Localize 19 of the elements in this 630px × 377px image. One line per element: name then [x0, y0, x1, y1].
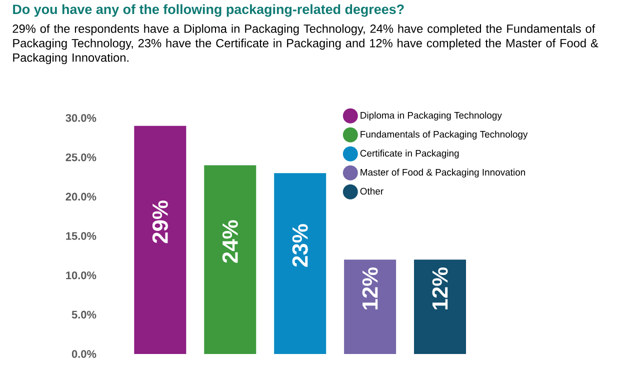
data-label: 24% [222, 220, 238, 263]
data-label: 12% [432, 267, 448, 310]
data-label: 23% [292, 224, 308, 267]
y-tick-label: 25.0% [66, 153, 96, 162]
data-label: 29% [152, 200, 168, 244]
data-label: 12% [362, 267, 378, 310]
y-tick-label: 15.0% [66, 232, 96, 240]
legend-label: Other [360, 188, 384, 195]
chart-subtitle: 29% of the respondents have a Diploma in Packaging Technology, 24% have completed the Fundamentals of Packaging Technology, 23% have the Certificate in Packaging and 12% have completed the Master of Food & Packaging Innovation. [12, 24, 598, 64]
legend-label: Master of Food & Packaging Innovation [360, 168, 525, 178]
chart-title: Do you have any of the following packaging-related degrees? [13, 4, 404, 17]
y-tick-label: 20.0% [66, 192, 96, 201]
legend-label: Diploma in Packaging Technology [360, 112, 502, 121]
y-tick-label: 5.0% [72, 310, 96, 319]
legend-label: Certificate in Packaging [360, 150, 459, 159]
y-tick-label: 30.0% [66, 114, 96, 122]
y-tick-label: 10.0% [66, 271, 96, 280]
legend-label: Fundamentals of Packaging Technology [360, 130, 528, 140]
y-tick-label: 0.0% [72, 350, 96, 358]
